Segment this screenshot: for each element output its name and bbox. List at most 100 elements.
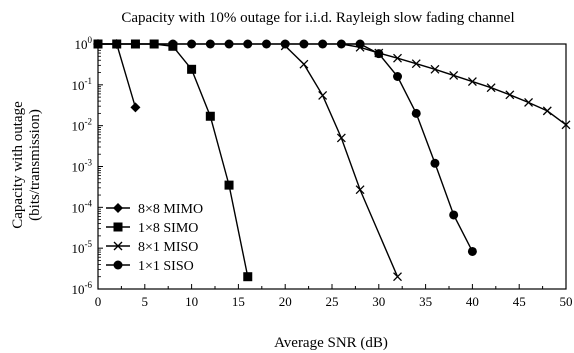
chart-title: Capacity with 10% outage for i.i.d. Rayl… (121, 10, 514, 26)
x-tick-label: 20 (279, 294, 292, 309)
data-point (205, 111, 215, 121)
y-tick-label: 10-4 (72, 198, 93, 215)
y-axis-label-line-2: (bits/transmission) (27, 109, 43, 221)
data-point (393, 53, 402, 63)
x-tick-label: 40 (466, 294, 479, 309)
data-point (299, 59, 309, 69)
data-point (93, 39, 103, 49)
data-point-stroke (113, 241, 123, 251)
data-point-stroke (336, 133, 346, 143)
y-axis-label: Capacity with outage (bits/transmission) (10, 101, 43, 229)
legend-item: 8×1 MISO (106, 240, 198, 255)
legend-label: 8×1 MISO (138, 240, 198, 255)
data-point (113, 203, 123, 213)
legend-label: 8×8 MIMO (138, 202, 203, 217)
x-tick-label: 0 (95, 294, 102, 309)
data-point-stroke (430, 64, 440, 74)
data-point-stroke (449, 70, 459, 80)
x-tick-label: 25 (326, 294, 339, 309)
data-point (261, 39, 271, 49)
data-point (505, 90, 515, 100)
legend-item: 8×8 MIMO (106, 202, 203, 217)
data-point (542, 106, 552, 116)
x-tick-label: 15 (232, 294, 245, 309)
data-point (467, 77, 477, 87)
data-point-stroke (561, 120, 571, 130)
data-point (187, 39, 197, 49)
data-point (561, 120, 571, 130)
y-tick-label: 10-3 (72, 158, 93, 175)
data-point (449, 210, 459, 220)
legend-item: 1×1 SISO (106, 259, 194, 274)
x-tick-label: 50 (560, 294, 573, 309)
data-point (336, 39, 346, 49)
data-point (318, 90, 328, 100)
data-point (393, 272, 402, 282)
legend-label: 1×1 SISO (138, 259, 194, 274)
y-axis-label-line-1: Capacity with outage (10, 101, 26, 229)
y-tick-label: 10-2 (72, 117, 93, 134)
data-point (336, 133, 346, 143)
data-point (243, 39, 253, 49)
series-circle (93, 39, 477, 256)
data-point-stroke (393, 53, 402, 63)
data-point-stroke (542, 106, 552, 116)
x-ticks: 0 5 10 15 20 25 30 35 40 45 50 (95, 284, 573, 309)
y-tick-label: 10-6 (72, 280, 93, 297)
series-x (280, 41, 571, 282)
x-tick-label: 30 (372, 294, 385, 309)
series-line (284, 45, 399, 277)
data-point (130, 102, 141, 113)
y-tick-label: 10-5 (72, 239, 93, 256)
data-point-stroke (505, 90, 515, 100)
data-point (149, 39, 159, 49)
data-point (524, 98, 534, 107)
data-point (355, 185, 365, 195)
data-point (393, 71, 403, 81)
data-point (224, 39, 234, 49)
data-point-stroke (486, 83, 496, 93)
data-point (243, 272, 253, 282)
data-point-stroke (524, 98, 534, 107)
data-point (187, 64, 197, 74)
data-point (113, 241, 123, 251)
data-point (411, 59, 421, 69)
data-point (168, 39, 178, 49)
y-tick-label: 100 (75, 35, 93, 52)
data-point (430, 158, 440, 168)
data-point (130, 39, 140, 49)
x-axis-label: Average SNR (dB) (274, 335, 388, 351)
data-point (467, 246, 477, 256)
legend-item: 1×8 SIMO (106, 221, 198, 236)
data-point-stroke (318, 90, 328, 100)
series-layer (93, 39, 571, 282)
x-tick-label: 10 (185, 294, 198, 309)
x-tick-label: 35 (419, 294, 432, 309)
data-point (411, 108, 421, 118)
data-point (374, 49, 384, 59)
data-point (318, 39, 328, 49)
data-point (355, 39, 365, 49)
data-point (449, 70, 459, 80)
legend-label: 1×8 SIMO (138, 221, 198, 236)
data-point-stroke (355, 185, 365, 195)
data-point (112, 39, 122, 49)
y-tick-label: 10-1 (72, 76, 93, 93)
data-point-stroke (393, 272, 402, 282)
series-line-branch (359, 46, 567, 126)
data-point (280, 39, 290, 49)
data-point-stroke (411, 59, 421, 69)
x-tick-label: 45 (513, 294, 526, 309)
legend: 8×8 MIMO 1×8 SIMO 8×1 MISO 1×1 SISO (106, 202, 203, 274)
data-point (430, 64, 440, 74)
data-point (224, 180, 234, 190)
data-point (486, 83, 496, 93)
data-point (205, 39, 215, 49)
data-point (299, 39, 309, 49)
series-line (98, 43, 137, 108)
x-tick-label: 5 (142, 294, 149, 309)
data-point-stroke (467, 77, 477, 87)
data-point (113, 260, 123, 270)
data-point-stroke (299, 59, 309, 69)
